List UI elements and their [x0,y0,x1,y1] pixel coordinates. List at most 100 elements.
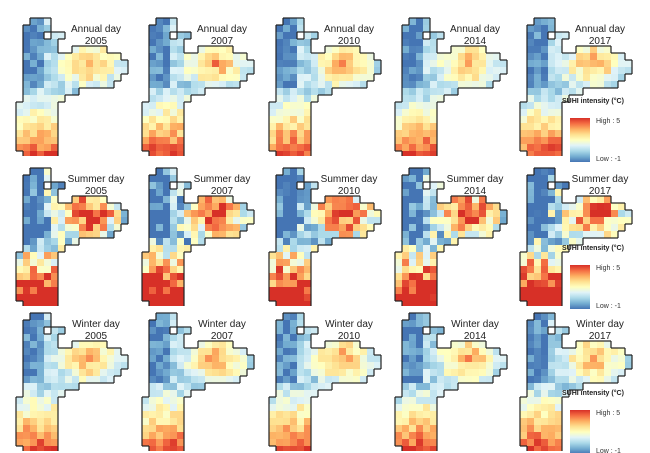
map-panel: Summer day 2017 [512,158,636,306]
grid-cell [163,259,170,266]
grid-cell [290,280,297,287]
grid-cell [611,369,618,376]
grid-cell [402,341,409,348]
grid-cell [37,88,44,95]
panel-title: Winter day 2007 [186,319,258,343]
grid-cell [360,224,367,231]
grid-cell [149,109,156,116]
grid-cell [44,196,51,203]
grid-cell [444,362,451,369]
grid-cell [163,411,170,418]
grid-cell [156,411,163,418]
grid-cell [311,182,318,189]
grid-cell [156,25,163,32]
grid-cell [353,81,360,88]
grid-cell [360,67,367,74]
grid-cell [156,320,163,327]
grid-cell [548,217,555,224]
grid-cell [198,369,205,376]
grid-cell [332,81,339,88]
grid-cell [527,301,534,306]
grid-cell [23,245,30,252]
grid-cell [184,238,191,245]
grid-cell [520,280,527,287]
grid-cell [402,252,409,259]
grid-cell [548,362,555,369]
grid-cell [548,74,555,81]
grid-cell [16,109,23,116]
grid-cell [184,60,191,67]
grid-cell [65,67,72,74]
grid-cell [527,266,534,273]
grid-cell [423,313,430,320]
grid-cell [444,383,451,390]
grid-cell [493,210,500,217]
grid-cell [395,432,402,439]
grid-cell [16,123,23,130]
grid-cell [226,74,233,81]
grid-cell [156,404,163,411]
suhi-grid-map [394,312,508,451]
grid-cell [276,411,283,418]
grid-cell [114,362,121,369]
grid-cell [276,81,283,88]
grid-cell [402,189,409,196]
grid-cell [283,439,290,446]
grid-cell [541,313,548,320]
grid-cell [51,404,58,411]
grid-cell [548,404,555,411]
grid-cell [555,252,562,259]
grid-cell [297,123,304,130]
grid-cell [611,355,618,362]
grid-cell [156,60,163,67]
grid-cell [156,123,163,130]
grid-cell [23,294,30,301]
grid-cell [72,88,79,95]
grid-cell [290,95,297,102]
grid-cell [156,224,163,231]
grid-cell [163,327,170,334]
grid-cell [51,60,58,67]
grid-cell [548,446,555,451]
grid-cell [23,175,30,182]
grid-cell [451,46,458,53]
grid-cell [409,238,416,245]
grid-cell [163,348,170,355]
grid-cell [423,320,430,327]
grid-cell [44,67,51,74]
grid-cell [163,231,170,238]
grid-cell [402,425,409,432]
grid-cell [65,383,72,390]
grid-cell [283,116,290,123]
grid-cell [114,369,121,376]
grid-cell [409,196,416,203]
grid-cell [93,196,100,203]
grid-cell [283,320,290,327]
grid-cell [430,231,437,238]
grid-cell [555,217,562,224]
grid-cell [416,88,423,95]
grid-cell [534,301,541,306]
grid-cell [332,231,339,238]
grid-cell [177,341,184,348]
grid-cell [283,341,290,348]
grid-cell [72,362,79,369]
panel-year: 2017 [588,186,612,197]
grid-cell [437,383,444,390]
map-panel: Winter day 2014 [387,303,511,451]
grid-cell [156,418,163,425]
grid-cell [548,301,555,306]
grid-cell [290,130,297,137]
grid-cell [37,81,44,88]
grid-cell [114,60,121,67]
grid-cell [416,432,423,439]
grid-cell [156,189,163,196]
grid-cell [590,217,597,224]
grid-cell [458,355,465,362]
grid-cell [290,334,297,341]
grid-cell [290,327,297,334]
grid-cell [402,123,409,130]
grid-cell [548,39,555,46]
grid-cell [44,294,51,301]
grid-cell [374,210,381,217]
